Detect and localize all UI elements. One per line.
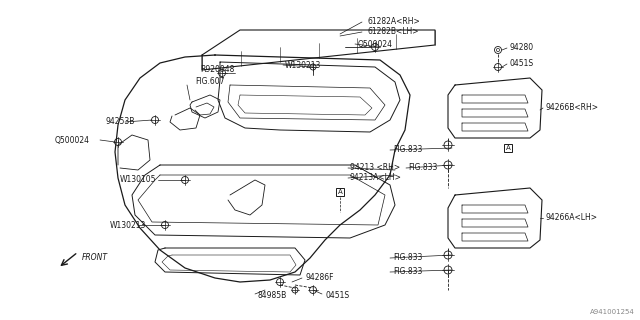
Text: FIG.833: FIG.833 (408, 164, 437, 172)
Text: 94280: 94280 (510, 44, 534, 52)
Text: A: A (506, 145, 510, 151)
Text: A: A (338, 189, 342, 195)
Text: 61282B<LH>: 61282B<LH> (368, 28, 419, 36)
Text: 94253B: 94253B (105, 117, 134, 126)
Text: R920048: R920048 (200, 66, 234, 75)
Text: FIG.833: FIG.833 (393, 253, 422, 262)
Text: 94286F: 94286F (305, 274, 333, 283)
Text: W130213: W130213 (110, 220, 147, 229)
Text: 84985B: 84985B (258, 291, 287, 300)
Text: 94266A<LH>: 94266A<LH> (545, 213, 597, 222)
Text: FIG.833: FIG.833 (393, 268, 422, 276)
Text: W130213: W130213 (285, 60, 321, 69)
Text: FIG.607: FIG.607 (195, 77, 225, 86)
Text: A941001254: A941001254 (590, 309, 635, 315)
Text: FIG.833: FIG.833 (393, 146, 422, 155)
Text: 0451S: 0451S (510, 60, 534, 68)
Text: 94266B<RH>: 94266B<RH> (545, 103, 598, 113)
Text: 61282A<RH>: 61282A<RH> (368, 18, 420, 27)
Text: 94213 <RH>: 94213 <RH> (350, 164, 400, 172)
Text: W130105: W130105 (120, 175, 157, 185)
Text: Q500024: Q500024 (55, 135, 90, 145)
Text: 0451S: 0451S (325, 291, 349, 300)
Text: 94213A<LH>: 94213A<LH> (350, 173, 402, 182)
Text: FRONT: FRONT (82, 252, 108, 261)
Text: Q500024: Q500024 (358, 39, 393, 49)
